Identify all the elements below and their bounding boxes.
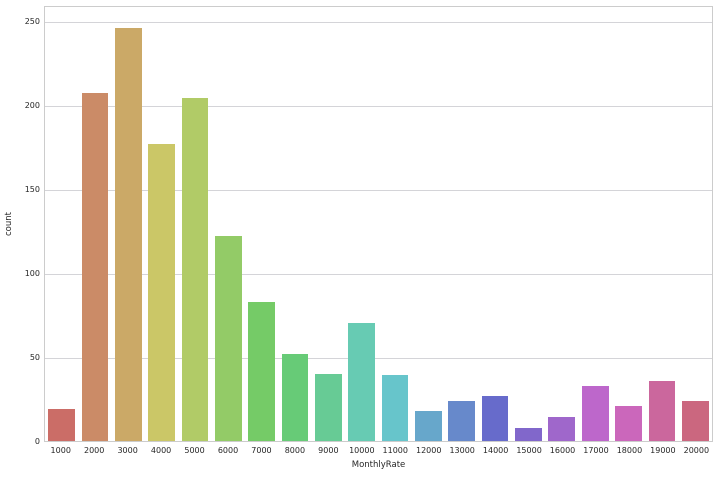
gridline-100 bbox=[45, 274, 712, 276]
x-tick-6000: 6000 bbox=[217, 446, 239, 455]
y-tick-150: 150 bbox=[24, 184, 40, 194]
bar-19000 bbox=[648, 380, 676, 441]
x-tick-17000: 17000 bbox=[583, 446, 609, 455]
x-tick-4000: 4000 bbox=[150, 446, 172, 455]
bar-slot-2000 bbox=[78, 7, 111, 441]
bar-15000 bbox=[515, 427, 542, 441]
bar-slot-11000 bbox=[378, 7, 411, 441]
bar-11000 bbox=[381, 375, 409, 441]
bar-slot-15000 bbox=[512, 7, 545, 441]
x-tick-9000: 9000 bbox=[318, 446, 339, 455]
x-tick-20000: 20000 bbox=[683, 446, 710, 455]
bar-slot-1000 bbox=[45, 7, 78, 441]
bar-slot-17000 bbox=[579, 7, 612, 441]
bar-slot-9000 bbox=[312, 7, 345, 441]
x-tick-15000: 15000 bbox=[516, 446, 542, 455]
x-tick-13000: 13000 bbox=[449, 446, 475, 455]
plot-area bbox=[44, 6, 713, 442]
bar-slot-6000 bbox=[212, 7, 245, 441]
bar-slot-8000 bbox=[278, 7, 311, 441]
y-tick-100: 100 bbox=[24, 268, 40, 278]
x-tick-14000: 14000 bbox=[482, 446, 509, 455]
x-tick-5000: 5000 bbox=[184, 446, 205, 455]
bar-slot-7000 bbox=[245, 7, 278, 441]
x-tick-2000: 2000 bbox=[84, 446, 105, 455]
bar-8000 bbox=[281, 353, 309, 441]
bar-18000 bbox=[615, 405, 642, 441]
x-tick-18000: 18000 bbox=[616, 446, 643, 455]
x-tick-12000: 12000 bbox=[415, 446, 442, 455]
bar-3000 bbox=[115, 27, 142, 441]
bar-slot-4000 bbox=[145, 7, 178, 441]
x-tick-3000: 3000 bbox=[117, 446, 138, 455]
bar-slot-16000 bbox=[545, 7, 578, 441]
x-tick-16000: 16000 bbox=[549, 446, 576, 455]
bar-slot-10000 bbox=[345, 7, 378, 441]
bar-slot-14000 bbox=[478, 7, 511, 441]
bar-slot-3000 bbox=[112, 7, 145, 441]
y-tick-0: 0 bbox=[34, 437, 40, 446]
bar-4000 bbox=[148, 143, 176, 441]
bar-slot-20000 bbox=[679, 7, 712, 441]
bar-12000 bbox=[415, 410, 442, 441]
bar-6000 bbox=[215, 236, 242, 441]
y-tick-50: 50 bbox=[29, 352, 40, 362]
x-tick-8000: 8000 bbox=[284, 446, 306, 455]
y-tick-250: 250 bbox=[24, 16, 40, 26]
bar-slot-18000 bbox=[612, 7, 645, 441]
bar-slot-13000 bbox=[445, 7, 478, 441]
bar-1000 bbox=[48, 409, 75, 441]
bar-10000 bbox=[348, 323, 376, 441]
bar-7000 bbox=[248, 301, 276, 441]
x-tick-11000: 11000 bbox=[382, 446, 408, 455]
x-axis-label: MonthlyRate bbox=[351, 460, 406, 470]
x-tick-1000: 1000 bbox=[50, 446, 71, 455]
gridline-200 bbox=[45, 106, 712, 108]
bar-14000 bbox=[481, 395, 509, 441]
x-tick-10000: 10000 bbox=[349, 446, 375, 455]
x-tick-labels: 1000 2000 3000 4000 5000 6000 7000 8000 9000 1000… bbox=[44, 447, 713, 455]
bar-13000 bbox=[448, 400, 476, 441]
bar-slot-12000 bbox=[412, 7, 445, 441]
x-tick-19000: 19000 bbox=[650, 446, 676, 455]
bar-slot-19000 bbox=[645, 7, 678, 441]
gridline-150 bbox=[45, 190, 712, 192]
y-tick-200: 200 bbox=[24, 100, 40, 110]
gridline-250 bbox=[45, 22, 712, 24]
gridline-50 bbox=[45, 358, 712, 360]
bars-container bbox=[45, 7, 712, 441]
bar-slot-5000 bbox=[178, 7, 211, 441]
y-tick-labels: 0 50 100 150 200 250 bbox=[0, 6, 40, 445]
bar-17000 bbox=[581, 385, 609, 441]
bar-2000 bbox=[81, 93, 109, 441]
bar-20000 bbox=[681, 400, 709, 441]
bar-9000 bbox=[315, 373, 342, 441]
x-tick-7000: 7000 bbox=[251, 446, 272, 455]
bar-5000 bbox=[181, 98, 209, 441]
bar-16000 bbox=[548, 417, 576, 441]
